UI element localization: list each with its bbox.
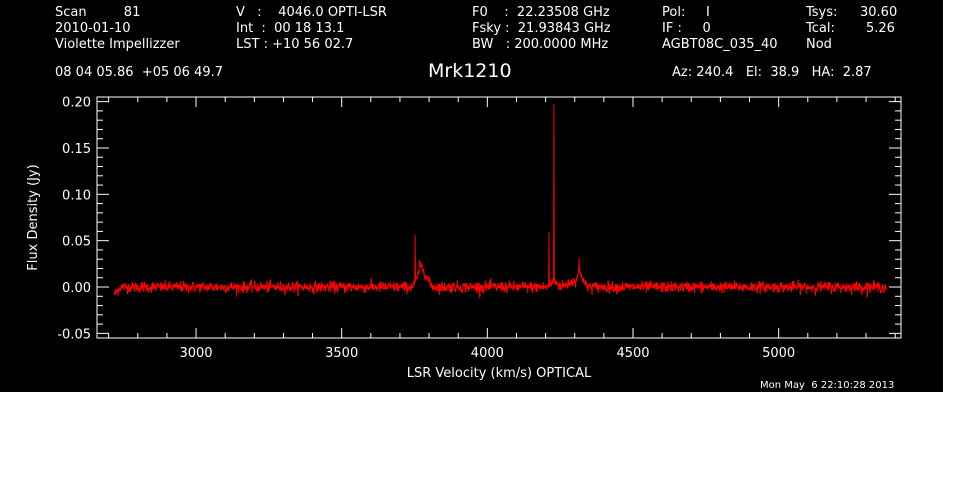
- header-tsys-label: Tsys:: [806, 5, 838, 20]
- header-lst: LST : +10 56 02.7: [236, 37, 354, 52]
- x-tick-label: 4000: [471, 346, 504, 361]
- timestamp: Mon May 6 22:10:28 2013: [760, 380, 895, 391]
- x-tick-label: 4500: [616, 346, 649, 361]
- plot-frame: [96, 96, 902, 339]
- header-pol: Pol: I: [662, 5, 710, 20]
- header-tsys-value: 30.60: [860, 5, 898, 20]
- header-az-el-ha: Az: 240.4 El: 38.9 HA: 2.87: [672, 65, 872, 80]
- header-rest-freq: F0 : 22.23508 GHz: [472, 5, 610, 20]
- y-tick-label: 0.15: [62, 142, 91, 157]
- x-tick-label: 3000: [179, 346, 212, 361]
- x-tick-label: 3500: [325, 346, 358, 361]
- header-scan: Scan 81: [55, 5, 141, 20]
- header-coordinates: 08 04 05.86 +05 06 49.7: [55, 65, 224, 80]
- header-tcal-label: Tcal:: [806, 21, 835, 36]
- axis-ticks: [97, 97, 901, 338]
- y-axis-label: Flux Density (Jy): [26, 164, 41, 270]
- header-tcal-value: 5.26: [866, 21, 895, 36]
- chart-title: Mrk1210: [428, 60, 512, 82]
- y-tick-label: 0.20: [62, 96, 91, 111]
- y-tick-label: 0.00: [62, 281, 91, 296]
- y-tick-label: 0.05: [62, 235, 91, 250]
- header-observer: Violette Impellizzer: [55, 37, 180, 52]
- header-bandwidth: BW : 200.0000 MHz: [472, 37, 609, 52]
- header-date: 2010-01-10: [55, 21, 131, 36]
- tick-labels: 3000 3500 4000 4500 5000 -0.05 0.00 0.05 0.10 0.1…: [57, 96, 795, 361]
- header-if: IF : 0: [662, 21, 711, 36]
- spectrum-line: [114, 104, 887, 299]
- header-velocity: V : 4046.0 OPTI-LSR: [236, 5, 387, 20]
- spectrum-panel: Scan 81 2010-01-10 Violette Impellizzer …: [0, 0, 943, 392]
- x-tick-label: 5000: [762, 346, 795, 361]
- header-integration: Int : 00 18 13.1: [236, 21, 345, 36]
- spectrum-chart: 3000 3500 4000 4500 5000 -0.05 0.00 0.05 0.10 0.1…: [26, 96, 902, 381]
- y-tick-label: -0.05: [57, 327, 91, 342]
- y-tick-label: 0.10: [62, 188, 91, 203]
- header-procedure: Nod: [806, 37, 832, 52]
- header-sky-freq: Fsky : 21.93843 GHz: [472, 21, 611, 36]
- x-axis-label: LSR Velocity (km/s) OPTICAL: [407, 366, 592, 381]
- header-project: AGBT08C_035_40: [662, 37, 778, 52]
